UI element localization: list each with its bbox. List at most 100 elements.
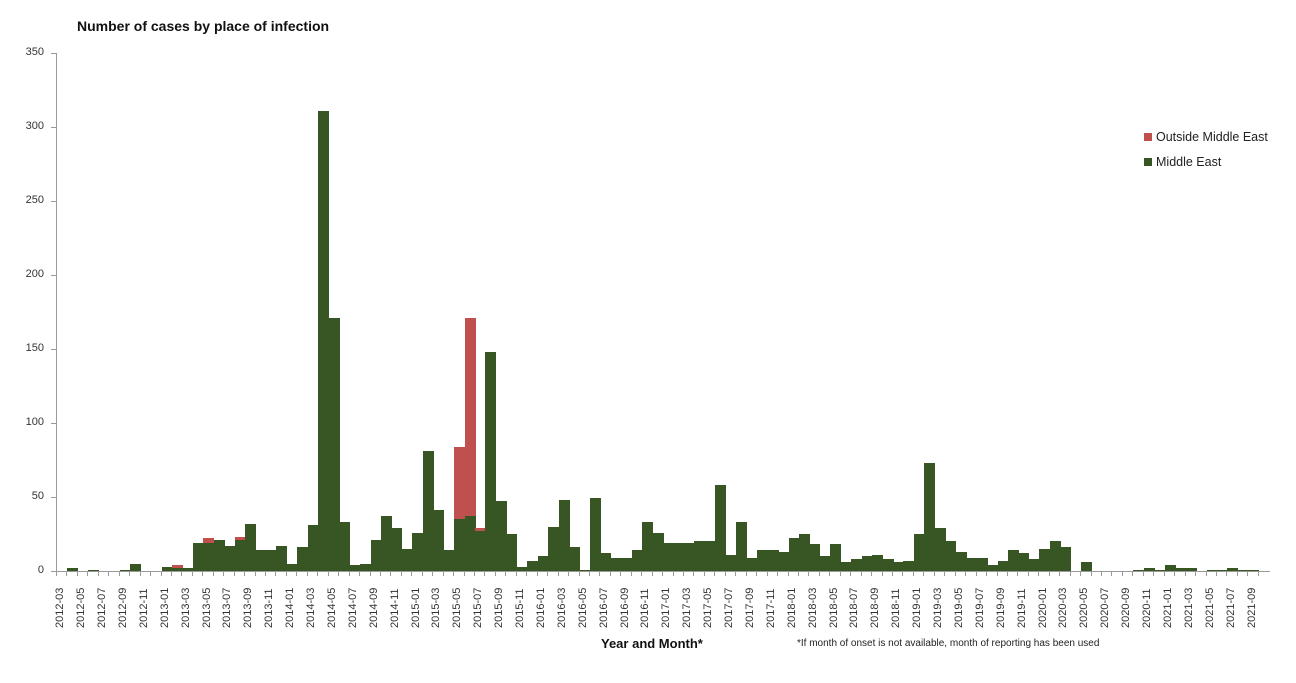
x-tick-label: 2016-05 bbox=[576, 587, 589, 628]
bar-2015-04 bbox=[443, 550, 455, 571]
x-tick bbox=[777, 571, 779, 576]
bar-2016-12 bbox=[652, 532, 664, 571]
bar-segment-middle-east bbox=[422, 451, 434, 571]
x-tick bbox=[139, 571, 141, 576]
x-tick bbox=[672, 571, 674, 576]
x-tick bbox=[285, 571, 287, 576]
x-tick bbox=[912, 571, 914, 576]
x-tick-label: 2016-09 bbox=[618, 587, 631, 628]
bar-2019-04 bbox=[945, 541, 957, 571]
bar-segment-middle-east bbox=[976, 557, 988, 571]
x-tick bbox=[536, 571, 538, 576]
x-tick bbox=[1027, 571, 1029, 576]
x-tick bbox=[933, 571, 935, 576]
x-tick bbox=[662, 571, 664, 576]
bar-2020-01 bbox=[1039, 548, 1051, 571]
bar-2018-09 bbox=[872, 554, 884, 571]
x-tick-label: 2017-09 bbox=[743, 587, 756, 628]
y-tick bbox=[51, 275, 56, 276]
bar-2016-03 bbox=[558, 499, 570, 571]
x-axis-title: Year and Month* bbox=[601, 636, 703, 651]
bar-2018-05 bbox=[830, 544, 842, 571]
bar-2014-08 bbox=[360, 563, 372, 571]
x-tick bbox=[1048, 571, 1050, 576]
x-tick-label: 2019-05 bbox=[952, 587, 965, 628]
bar-2014-09 bbox=[370, 539, 382, 571]
bar-2019-01 bbox=[913, 534, 925, 571]
bar-segment-middle-east bbox=[171, 568, 183, 571]
x-tick-label: 2020-07 bbox=[1099, 587, 1112, 628]
x-tick bbox=[338, 571, 340, 576]
bar-segment-middle-east bbox=[495, 501, 507, 571]
bar-2021-03 bbox=[1185, 568, 1197, 571]
bar-segment-middle-east bbox=[203, 542, 215, 571]
x-tick bbox=[191, 571, 193, 576]
x-tick bbox=[505, 571, 507, 576]
bar-2012-04 bbox=[67, 568, 79, 571]
bar-segment-middle-east bbox=[746, 557, 758, 571]
x-tick-label: 2012-07 bbox=[96, 587, 109, 628]
x-tick-label: 2020-09 bbox=[1120, 587, 1133, 628]
x-tick bbox=[275, 571, 277, 576]
x-tick bbox=[359, 571, 361, 576]
x-tick-label: 2015-01 bbox=[409, 587, 422, 628]
bar-2014-06 bbox=[339, 522, 351, 571]
bar-2016-08 bbox=[610, 557, 622, 571]
x-tick bbox=[641, 571, 643, 576]
x-tick bbox=[630, 571, 632, 576]
bar-segment-outside-middle-east bbox=[234, 536, 246, 540]
x-tick bbox=[714, 571, 716, 576]
x-tick bbox=[986, 571, 988, 576]
x-tick-label: 2015-05 bbox=[451, 587, 464, 628]
bar-2019-02 bbox=[924, 462, 936, 571]
x-tick-label: 2021-03 bbox=[1182, 587, 1195, 628]
bar-2017-06 bbox=[715, 485, 727, 571]
bar-2014-03 bbox=[307, 525, 319, 571]
bar-segment-middle-east bbox=[1081, 562, 1093, 571]
x-tick bbox=[651, 571, 653, 576]
y-tick bbox=[51, 571, 56, 572]
x-tick bbox=[76, 571, 78, 576]
bar-segment-middle-east bbox=[506, 534, 518, 571]
x-tick bbox=[892, 571, 893, 576]
bar-segment-middle-east bbox=[987, 565, 999, 571]
bar-segment-middle-east bbox=[725, 554, 737, 571]
x-tick-label: 2013-11 bbox=[263, 588, 276, 628]
y-tick bbox=[51, 349, 56, 350]
bar-2012-09 bbox=[119, 569, 131, 571]
bar-segment-outside-middle-east bbox=[171, 565, 183, 569]
x-tick bbox=[1080, 571, 1082, 576]
y-tick-label: 50 bbox=[31, 490, 44, 502]
bar-2014-04 bbox=[318, 110, 330, 571]
bar-2017-05 bbox=[704, 541, 716, 571]
bar-segment-middle-east bbox=[192, 542, 204, 571]
x-tick bbox=[97, 571, 99, 576]
bar-segment-middle-east bbox=[924, 462, 936, 571]
x-tick bbox=[1090, 571, 1092, 576]
x-tick bbox=[296, 571, 298, 576]
x-tick bbox=[1153, 571, 1155, 576]
y-tick-label: 200 bbox=[25, 268, 44, 280]
x-tick bbox=[223, 571, 225, 576]
bar-segment-middle-east bbox=[1206, 569, 1218, 571]
x-tick bbox=[1195, 571, 1197, 576]
x-tick bbox=[233, 571, 235, 576]
x-tick-label: 2021-01 bbox=[1161, 587, 1174, 628]
bar-segment-middle-east bbox=[307, 525, 319, 571]
x-tick-label: 2013-03 bbox=[179, 587, 192, 628]
bar-segment-middle-east bbox=[934, 528, 946, 571]
bar-segment-middle-east bbox=[464, 516, 476, 571]
x-tick bbox=[588, 571, 590, 576]
y-tick-label: 250 bbox=[25, 194, 44, 206]
bar-segment-middle-east bbox=[1039, 548, 1051, 571]
bar-segment-middle-east bbox=[1216, 569, 1228, 571]
bar-2013-08 bbox=[234, 536, 246, 571]
x-tick-label: 2013-05 bbox=[200, 587, 213, 628]
x-tick bbox=[954, 571, 956, 576]
bar-2013-12 bbox=[276, 545, 288, 571]
bar-segment-outside-middle-east bbox=[203, 538, 215, 543]
bar-segment-middle-east bbox=[391, 528, 403, 571]
bar-segment-middle-east bbox=[318, 110, 330, 571]
x-tick bbox=[808, 571, 810, 576]
x-tick-label: 2014-07 bbox=[346, 587, 359, 628]
